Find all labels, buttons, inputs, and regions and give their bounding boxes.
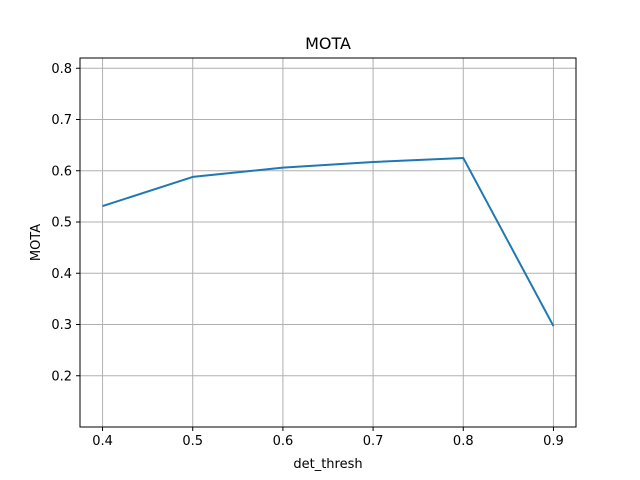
plot-area <box>102 156 555 327</box>
axes-frame <box>79 57 577 428</box>
y-tick-label: 0.7 <box>51 113 72 128</box>
y-tick-label: 0.6 <box>51 164 72 179</box>
y-tick-label: 0.5 <box>51 216 72 231</box>
axis-ticks: 0.4 0.5 0.6 0.7 0.8 0.9 0.2 0.3 0.4 0.5 0.6 0.7 0.8 <box>51 62 563 449</box>
grid <box>80 58 576 427</box>
x-tick-label: 0.6 <box>273 434 294 449</box>
chart-title: MOTA <box>305 34 351 53</box>
x-axis-title: det_thresh <box>293 457 362 472</box>
y-tick-label: 0.4 <box>51 267 72 282</box>
x-tick-label: 0.8 <box>453 434 474 449</box>
x-tick-label: 0.7 <box>363 434 384 449</box>
y-tick-label: 0.3 <box>51 318 72 333</box>
x-tick-label: 0.4 <box>92 434 113 449</box>
x-tick-label: 0.9 <box>543 434 564 449</box>
y-axis-title: MOTA <box>29 224 44 261</box>
y-tick-label: 0.8 <box>51 62 72 77</box>
series-line <box>102 156 555 327</box>
y-tick-label: 0.2 <box>51 369 72 384</box>
x-tick-label: 0.5 <box>182 434 203 449</box>
